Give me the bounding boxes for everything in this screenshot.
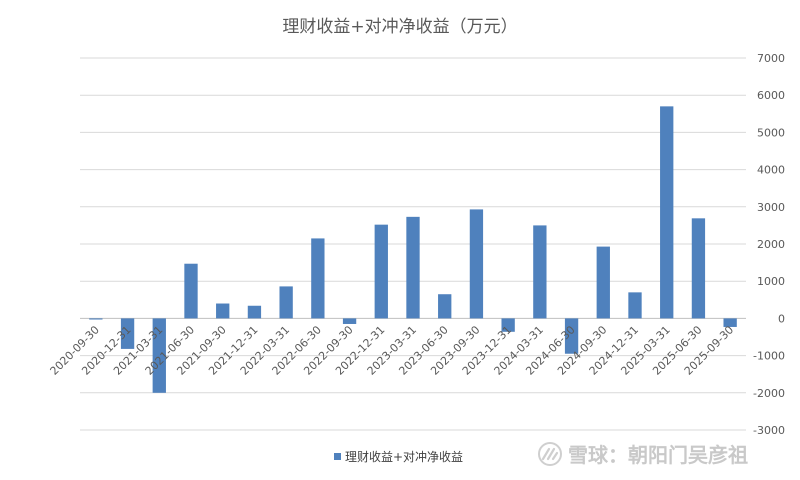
legend: 理财收益+对冲净收益: [334, 449, 463, 464]
watermark: 雪球：朝阳门吴彦祖: [538, 442, 748, 467]
bar: [311, 238, 325, 319]
y-tick-label: -2000: [753, 387, 785, 400]
bar: [660, 106, 674, 319]
snowball-logo-icon: [538, 442, 562, 466]
bar: [152, 318, 166, 393]
bar: [406, 216, 420, 319]
bars: [89, 106, 737, 393]
x-axis-ticks: 2020-09-302020-12-312021-03-312021-06-30…: [48, 323, 737, 377]
bar: [564, 318, 579, 354]
bar: [184, 263, 198, 319]
bar: [501, 318, 515, 332]
bar: [247, 305, 262, 319]
legend-swatch: [334, 453, 341, 460]
bar: [216, 303, 230, 319]
bar: [533, 225, 547, 319]
y-axis-ticks: -3000 -2000 -1000 0 1000 2000 3000 4000 5000 6000…: [753, 52, 785, 437]
bar: [279, 286, 293, 319]
chart-title: 理财收益+对冲净收益（万元）: [282, 17, 517, 37]
y-tick-label: 2000: [757, 238, 785, 251]
y-tick-label: -3000: [753, 424, 785, 437]
y-tick-label: 3000: [757, 201, 785, 214]
y-tick-label: 6000: [757, 89, 785, 102]
bar: [469, 209, 484, 319]
y-tick-label: -1000: [753, 350, 785, 363]
bar: [89, 318, 103, 320]
bar: [374, 224, 388, 319]
y-tick-label: 1000: [757, 275, 785, 288]
legend-label: 理财收益+对冲净收益: [345, 449, 463, 464]
bar: [691, 218, 706, 319]
bar: [120, 318, 135, 349]
y-tick-label: 0: [778, 312, 785, 325]
bar: [438, 294, 452, 319]
bar: [596, 246, 610, 319]
watermark-text: 雪球：朝阳门吴彦祖: [568, 443, 748, 467]
y-tick-label: 7000: [757, 52, 785, 65]
y-tick-label: 4000: [757, 164, 785, 177]
bar: [628, 292, 642, 319]
bar: [723, 318, 737, 327]
bar: [342, 318, 357, 324]
y-tick-label: 5000: [757, 126, 785, 139]
